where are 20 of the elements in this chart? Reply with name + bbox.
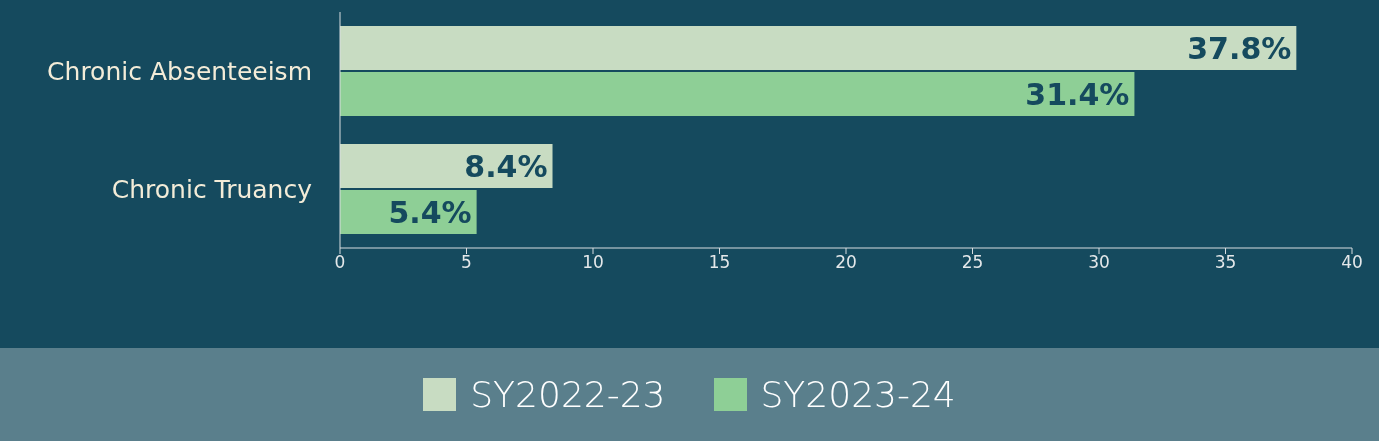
x-tick-label: 15 — [708, 252, 731, 273]
x-tick-label: 20 — [835, 252, 857, 273]
x-tick-label: 25 — [961, 252, 984, 273]
x-tick-label: 35 — [1214, 252, 1237, 273]
bar — [340, 26, 1297, 70]
x-tick-label: 5 — [461, 252, 472, 273]
data-label: 8.4% — [464, 148, 548, 184]
x-tick-label: 30 — [1088, 252, 1110, 273]
x-tick-label: 10 — [582, 252, 604, 273]
x-tick-label: 40 — [1341, 252, 1363, 273]
data-label: 37.8% — [1187, 30, 1292, 66]
y-tick-label: Chronic Truancy — [111, 174, 313, 204]
legend-label: SY2022-23 — [470, 374, 666, 415]
bar — [340, 72, 1135, 116]
x-tick-label: 0 — [334, 252, 346, 273]
data-label: 31.4% — [1025, 76, 1130, 112]
legend-label: SY2023-24 — [760, 374, 956, 415]
bar — [340, 144, 553, 188]
y-tick-label: Chronic Absenteeism — [47, 56, 312, 86]
data-label: 5.4% — [388, 194, 472, 230]
